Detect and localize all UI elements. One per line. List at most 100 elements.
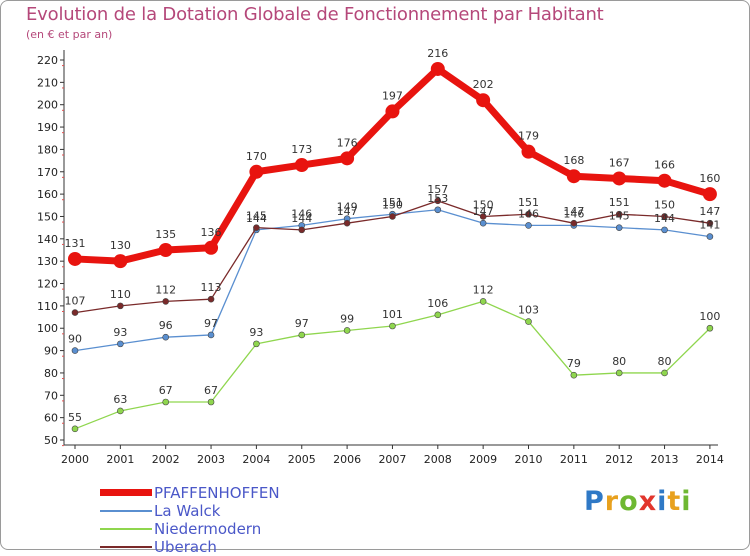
data-point [525, 318, 532, 325]
data-point [702, 187, 717, 202]
data-point [612, 171, 627, 186]
legend-label-niedermodern: Niedermodern [154, 520, 262, 538]
x-tick-label: 2006 [333, 453, 361, 466]
y-tick-label: 80 [44, 367, 58, 380]
legend: PFAFFENHOFFEN La Walck Niedermodern Uber… [100, 484, 360, 556]
chart-subtitle: (en € et par an) [26, 28, 113, 41]
x-tick-label: 2012 [605, 453, 633, 466]
data-label: 157 [427, 183, 448, 196]
data-point [253, 340, 260, 348]
data-label: 96 [159, 319, 173, 332]
x-tick-label: 2009 [469, 453, 497, 466]
data-label: 151 [382, 196, 403, 209]
data-point [162, 333, 169, 341]
data-label: 150 [473, 198, 494, 211]
data-point [706, 233, 714, 240]
data-point [525, 222, 532, 229]
data-label: 112 [155, 283, 176, 296]
data-label: 99 [340, 312, 354, 325]
data-point [615, 210, 623, 218]
y-tick-label: 160 [37, 188, 58, 201]
data-point [434, 197, 442, 205]
data-label: 160 [699, 172, 720, 185]
data-point [113, 254, 128, 269]
data-label: 80 [658, 355, 672, 368]
data-point [207, 398, 215, 406]
y-tick-label: 60 [44, 412, 58, 425]
data-point [343, 327, 351, 334]
legend-label-uberach: Uberach [154, 538, 217, 556]
data-label: 110 [110, 288, 131, 301]
y-tick-label: 140 [37, 233, 58, 246]
data-point [661, 369, 668, 377]
data-label: 93 [113, 326, 127, 339]
y-tick-label: 150 [37, 210, 58, 223]
legend-item-pfaffenhoffen[interactable]: PFAFFENHOFFEN [100, 484, 360, 502]
y-tick-label: 50 [44, 434, 58, 447]
y-tick-label: 100 [37, 322, 58, 335]
chart-title: Evolution de la Dotation Globale de Fonc… [26, 4, 604, 25]
logo-letter: i [657, 486, 668, 517]
data-point [253, 224, 260, 231]
data-label: 141 [699, 219, 720, 232]
data-point [298, 331, 306, 339]
data-point [521, 144, 536, 159]
y-tick-label: 190 [37, 121, 58, 134]
legend-item-la-walck[interactable]: La Walck [100, 502, 360, 520]
data-label: 202 [473, 78, 494, 91]
data-label: 101 [382, 308, 403, 321]
logo-letter: r [604, 486, 620, 517]
data-point [158, 243, 173, 257]
legend-label-pfaffenhoffen: PFAFFENHOFFEN [154, 484, 280, 502]
data-point [706, 324, 714, 332]
data-point [117, 407, 124, 415]
data-point [706, 219, 714, 227]
data-label: 135 [155, 228, 176, 241]
y-tick-label: 180 [37, 143, 58, 156]
data-point [340, 151, 355, 166]
data-label: 170 [246, 150, 267, 163]
data-point [434, 311, 442, 319]
data-label: 55 [68, 411, 82, 424]
data-point [385, 104, 400, 119]
data-point [207, 331, 215, 339]
data-point [434, 206, 442, 214]
data-point [661, 226, 668, 234]
y-tick-label: 220 [37, 54, 58, 67]
x-tick-label: 2000 [61, 453, 89, 466]
data-label: 145 [609, 210, 630, 223]
data-label: 112 [473, 283, 494, 296]
data-point [71, 425, 79, 433]
data-label: 147 [563, 205, 584, 218]
x-tick-label: 2005 [288, 453, 316, 466]
x-tick-label: 2001 [106, 453, 134, 466]
data-label: 145 [246, 210, 267, 223]
data-point [298, 226, 306, 234]
logo-letter: i [681, 486, 692, 517]
x-tick-label: 2014 [696, 453, 724, 466]
y-tick-label: 70 [44, 389, 58, 402]
x-tick-label: 2013 [651, 453, 679, 466]
data-label: 150 [382, 198, 403, 211]
data-point [479, 298, 487, 305]
y-tick-label: 130 [37, 255, 58, 268]
data-label: 168 [563, 154, 584, 167]
data-point [479, 219, 487, 227]
legend-item-uberach[interactable]: Uberach [100, 538, 360, 556]
logo-letter: x [638, 486, 658, 517]
data-label: 106 [427, 297, 448, 310]
data-point [204, 240, 219, 255]
data-label: 103 [518, 304, 539, 317]
data-point [570, 219, 578, 227]
x-tick-label: 2010 [515, 453, 543, 466]
legend-swatch-uberach [100, 546, 152, 548]
data-label: 153 [427, 192, 448, 205]
data-label: 144 [291, 212, 312, 225]
data-point [343, 219, 351, 227]
legend-item-niedermodern[interactable]: Niedermodern [100, 520, 360, 538]
data-point [117, 302, 124, 310]
x-tick-label: 2007 [378, 453, 406, 466]
data-label: 176 [337, 136, 358, 149]
data-point [249, 164, 264, 179]
